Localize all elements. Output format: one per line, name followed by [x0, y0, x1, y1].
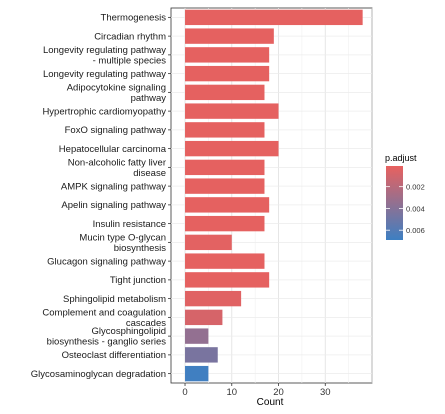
- plot-panel: [170, 7, 373, 384]
- bar: [185, 178, 265, 194]
- y-axis: Thermogenesis Circadian rhythm Longevity r…: [31, 13, 171, 380]
- bar: [185, 215, 265, 232]
- y-tick-label: Glycosaminoglycan degradation: [31, 369, 166, 380]
- legend: p.adjust 0.002 0.004 0.006: [385, 153, 425, 240]
- bar: [185, 159, 265, 176]
- bar: [185, 234, 232, 251]
- y-tick-label: Hepatocellular carcinoma: [59, 144, 167, 155]
- bar: [185, 65, 270, 82]
- y-tick-label: Complement and coagulation cascades: [42, 307, 166, 329]
- bar: [185, 253, 265, 269]
- y-tick-label: Osteoclast differentiation: [62, 350, 166, 361]
- y-tick-label: FoxO signaling pathway: [65, 125, 167, 136]
- panel-border: [170, 7, 373, 384]
- y-tick-label: Glucagon signaling pathway: [47, 256, 166, 267]
- y-tick-label: Mucin type O-glycan biosynthesis: [79, 232, 166, 254]
- legend-tick-label: 0.006: [406, 226, 425, 235]
- bars: [185, 9, 363, 382]
- bar: [185, 365, 209, 382]
- bar: [185, 28, 274, 44]
- legend-tick-label: 0.004: [406, 204, 425, 213]
- y-tick-label: Insulin resistance: [93, 219, 166, 230]
- x-tick-label: 20: [273, 387, 284, 398]
- x-tick-label: 30: [320, 387, 331, 398]
- y-tick-label: AMPK signaling pathway: [61, 181, 166, 192]
- bar: [185, 122, 265, 138]
- bar: [185, 328, 209, 344]
- bar: [185, 84, 265, 101]
- bar: [185, 309, 223, 326]
- legend-tick-label: 0.002: [406, 183, 425, 192]
- y-tick-label: Thermogenesis: [101, 13, 167, 24]
- bar: [185, 47, 270, 63]
- bar: [185, 290, 242, 307]
- x-axis: 0 10 20 30: [182, 383, 331, 398]
- y-tick-label: Non-alcoholic fatty liver disease: [68, 157, 166, 179]
- y-tick-label: Glycosphingolipid biosynthesis - ganglio …: [47, 326, 167, 348]
- bar: [185, 197, 270, 213]
- legend-title: p.adjust: [385, 153, 417, 163]
- bar: [185, 140, 279, 157]
- x-tick-label: 10: [226, 387, 237, 398]
- y-tick-label: Apelin signaling pathway: [61, 200, 166, 211]
- y-tick-label: Longevity regulating pathway: [43, 69, 166, 80]
- bar: [185, 103, 279, 119]
- bar: [185, 347, 218, 363]
- x-axis-label: Count: [257, 397, 284, 408]
- y-tick-label: Circadian rhythm: [94, 31, 166, 42]
- y-tick-label: Sphingolipid metabolism: [63, 294, 166, 305]
- y-tick-label: Adipocytokine signaling pathway: [67, 82, 167, 104]
- y-tick-label: Hypertrophic cardiomyopathy: [42, 106, 166, 117]
- y-tick-label: Longevity regulating pathway - multiple s…: [43, 45, 166, 67]
- bar: [185, 272, 270, 288]
- bar: [185, 9, 363, 26]
- x-tick-label: 0: [182, 387, 187, 398]
- y-tick-label: Tight junction: [110, 275, 166, 286]
- legend-colorbar: [386, 166, 403, 240]
